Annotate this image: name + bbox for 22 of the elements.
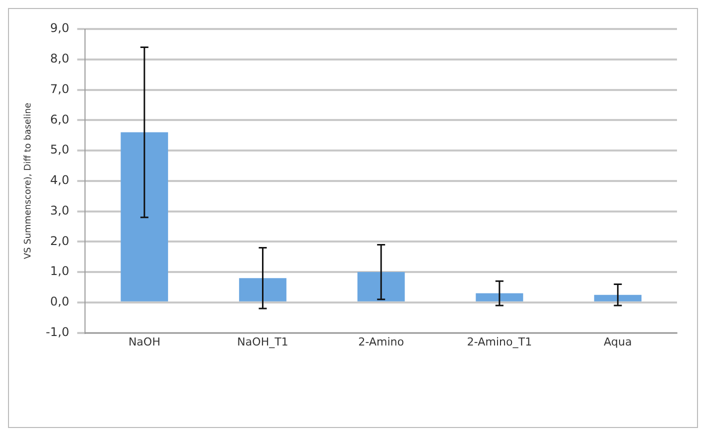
bar xyxy=(594,294,642,302)
bar xyxy=(476,293,524,302)
y-tick-label: 2,0 xyxy=(50,234,70,248)
y-tick-label: -1,0 xyxy=(46,324,70,339)
x-tick-label: NaOH_T1 xyxy=(237,335,288,348)
x-tick-label: NaOH xyxy=(128,335,160,348)
y-tick-label: 6,0 xyxy=(50,112,70,126)
y-tick-label: 1,0 xyxy=(50,264,70,278)
x-tick-label: Aqua xyxy=(604,335,632,348)
bar xyxy=(357,272,405,302)
y-tick-label: 4,0 xyxy=(50,173,70,188)
bar xyxy=(120,132,168,302)
y-tick-label: 5,0 xyxy=(50,142,70,157)
y-tick-label: 8,0 xyxy=(50,52,70,66)
y-tick-label: 3,0 xyxy=(50,203,70,218)
bar xyxy=(239,278,286,302)
x-tick-label: 2-Amino xyxy=(358,335,404,348)
x-tick-label: 2-Amino_T1 xyxy=(466,335,532,348)
y-tick-label: 9,0 xyxy=(50,21,70,36)
y-tick-label: 0,0 xyxy=(50,294,70,309)
y-tick-label: 7,0 xyxy=(50,82,70,96)
y-axis-title: VS Summenscore), Diff to baseline xyxy=(24,102,34,260)
